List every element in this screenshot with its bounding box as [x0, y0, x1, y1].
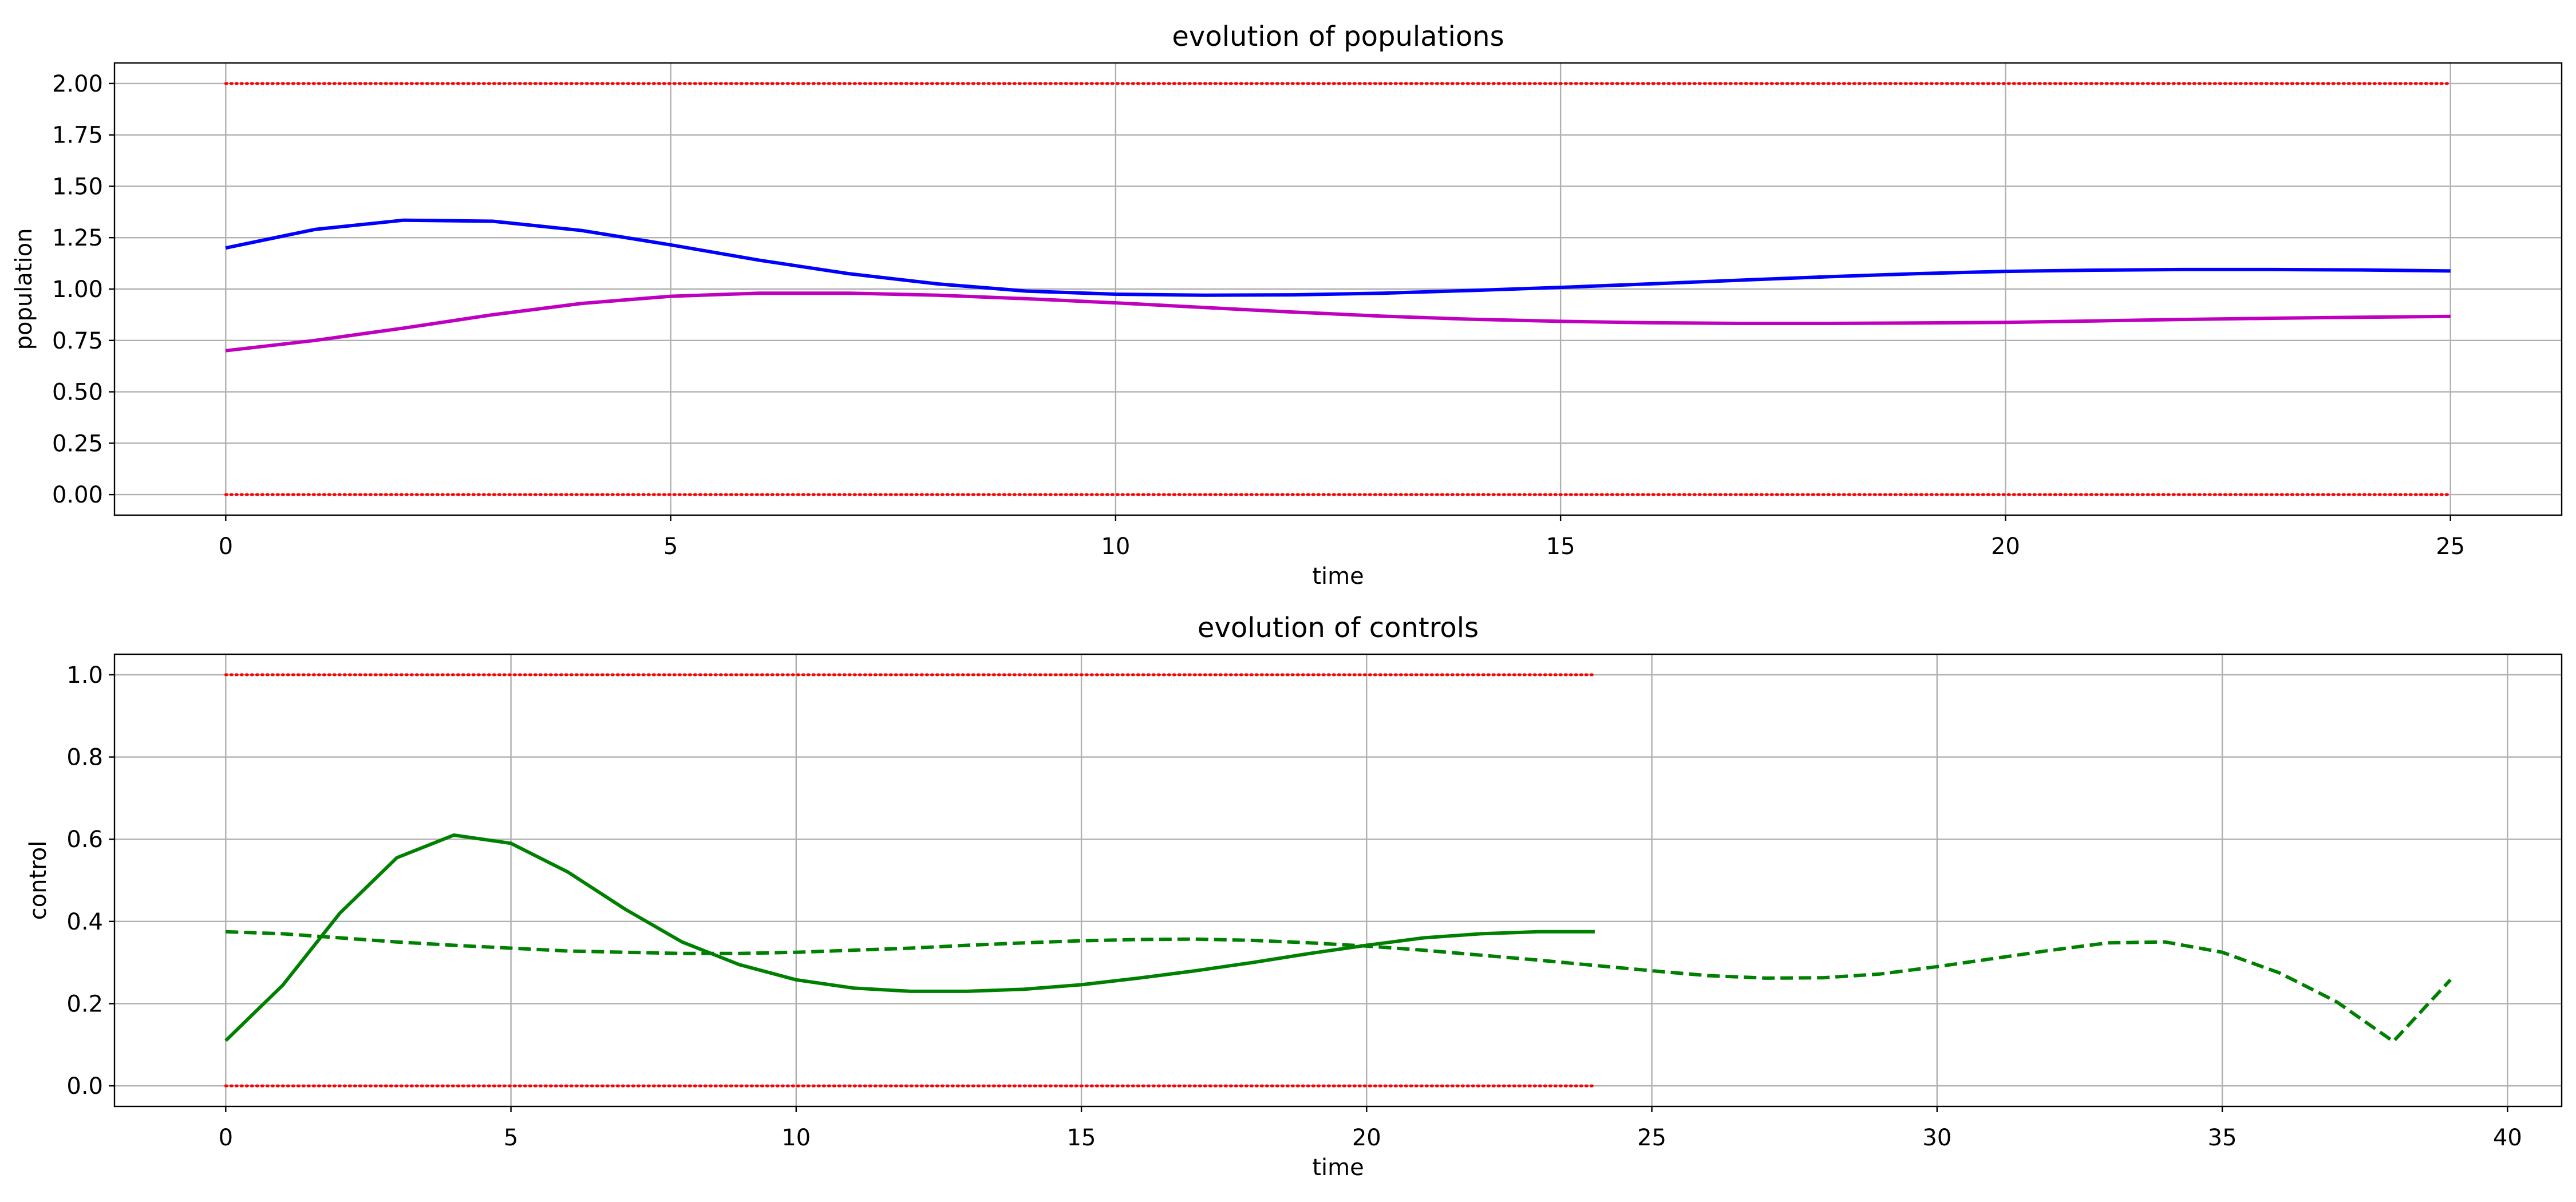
y-tick-label: 0.50 [52, 379, 103, 406]
y-tick-label: 1.0 [66, 662, 103, 689]
x-tick-label: 25 [2436, 533, 2465, 560]
x-tick-label: 5 [663, 533, 678, 560]
y-tick-label: 0.25 [52, 430, 103, 457]
x-tick-label: 15 [1546, 533, 1575, 560]
y-tick-label: 0.2 [66, 991, 103, 1017]
x-axis-label: time [1312, 563, 1364, 590]
x-tick-label: 15 [1067, 1125, 1096, 1151]
x-tick-label: 10 [1101, 533, 1130, 560]
y-tick-label: 1.00 [52, 276, 103, 303]
series-line [225, 291, 2451, 353]
y-tick-label: 0.4 [66, 909, 103, 935]
x-tick-label: 20 [1352, 1125, 1381, 1151]
chart-1: 0 5 10 15 20 25 0.00 0.25 0.50 0.75 1.00 1.25 1.50 1.… [11, 21, 2563, 590]
chart-title: evolution of populations [1172, 21, 1504, 53]
series-line [224, 833, 1595, 1042]
y-tick-label: 1.50 [52, 173, 103, 200]
series-line-dashed [226, 930, 2452, 1043]
chart-2: 0 5 10 15 20 25 30 35 40 0.0 0.2 0.4 0.6 0.8 1.0 evolut… [25, 612, 2563, 1181]
x-axis-label: time [1312, 1154, 1364, 1181]
y-tick-label: 0.0 [66, 1073, 103, 1100]
x-tick-label: 20 [1991, 533, 2020, 560]
y-tick-label: 0.8 [66, 745, 103, 771]
x-tick-label: 35 [2208, 1125, 2237, 1151]
y-tick-label: 0.6 [66, 827, 103, 853]
y-tick-label: 0.75 [52, 328, 103, 354]
y-tick-label: 1.75 [52, 122, 103, 149]
y-tick-label: 1.25 [52, 225, 103, 251]
y-tick-label: 0.00 [52, 482, 103, 508]
x-tick-label: 25 [1637, 1125, 1666, 1151]
x-tick-label: 0 [219, 533, 233, 560]
chart-title: evolution of controls [1198, 612, 1479, 644]
y-axis-label: control [25, 841, 52, 920]
x-tick-label: 30 [1922, 1125, 1951, 1151]
y-tick-label: 2.00 [52, 71, 103, 97]
y-axis-label: population [11, 228, 37, 350]
x-tick-label: 10 [781, 1125, 811, 1151]
series-line [225, 218, 2451, 297]
x-tick-label: 5 [504, 1125, 518, 1151]
x-tick-label: 40 [2493, 1125, 2522, 1151]
x-tick-label: 0 [219, 1125, 233, 1151]
axes-frame [113, 653, 2563, 1108]
